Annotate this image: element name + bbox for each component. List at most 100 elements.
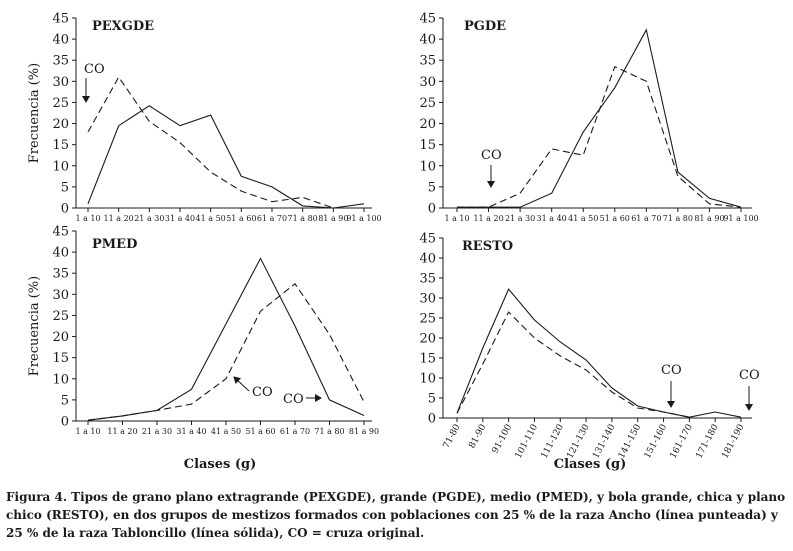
y-tick-label: 25 [52, 96, 69, 111]
x-tick-label: 91 a 100 [346, 214, 381, 223]
y-tick-label: 35 [419, 272, 436, 287]
x-tick-label: 31 a 40 [537, 214, 567, 223]
y-tick-label: 30 [52, 288, 69, 303]
y-tick-label: 25 [419, 96, 436, 111]
y-tick-label: 30 [52, 75, 69, 90]
chart-panel-resto: 0 5 10 15 20 25 30 35 40 45 71-80 81-90 91-100 101-11… [419, 232, 759, 461]
y-axis-label: Frecuencia (%) [27, 276, 42, 376]
y-tick-label: 0 [61, 415, 69, 430]
y-tick-label: 0 [428, 202, 436, 217]
y-tick-label: 40 [52, 33, 69, 48]
x-tick-label: 81 a 90 [318, 214, 348, 223]
y-tick-label: 40 [419, 33, 436, 48]
x-tick-label: 121-130 [565, 422, 592, 460]
x-tick-label: 11 a 20 [104, 214, 134, 223]
y-tick-label: 40 [419, 252, 436, 267]
y-tick-label: 5 [61, 393, 69, 408]
panel-title: PMED [92, 237, 137, 252]
y-tick-label: 0 [61, 202, 69, 217]
x-tick-label: 81-90 [467, 422, 488, 450]
x-axis-label-left: Clases (g) [184, 457, 257, 472]
y-tick-label: 45 [52, 225, 69, 240]
x-tick-label: 21 a 30 [505, 214, 535, 223]
x-tick-label: 51 a 60 [245, 427, 275, 436]
figure-caption: Figura 4. Tipos de grano plano extragran… [6, 490, 786, 540]
x-tick-label: 11 a 20 [107, 427, 137, 436]
y-tick-label: 20 [419, 117, 436, 132]
x-tick-label: 31 a 40 [176, 427, 206, 436]
series-line-dashed [87, 76, 334, 209]
annotation-co-arrow [233, 376, 250, 392]
x-tick-label: 61 a 70 [257, 214, 287, 223]
y-tick-label: 35 [52, 54, 69, 69]
x-tick-label: 61 a 70 [631, 214, 661, 223]
chart-panel-pmed: 0 5 10 15 20 25 30 35 40 45 1 a 10 11 a 20 21 a 30 31… [27, 225, 379, 437]
x-tick-label: 41 a 50 [211, 427, 241, 436]
y-axis-label: Frecuencia (%) [27, 63, 42, 163]
y-tick-label: 20 [52, 330, 69, 345]
y-tick-label: 35 [419, 54, 436, 69]
y-tick-label: 5 [428, 392, 436, 407]
y-tick-label: 15 [419, 138, 436, 153]
y-tick-label: 15 [52, 351, 69, 366]
x-tick-label: 31 a 40 [165, 214, 195, 223]
x-tick-label: 111-120 [540, 422, 567, 460]
x-tick-label: 171-180 [694, 422, 721, 460]
y-tick-label: 5 [61, 180, 69, 195]
x-tick-label: 141-150 [617, 422, 644, 460]
x-tick-label: 71-80 [442, 422, 463, 450]
series-line-solid [87, 257, 365, 421]
y-tick-label: 45 [419, 12, 436, 27]
x-axis-label-right: Clases (g) [554, 457, 627, 472]
y-tick-label: 20 [52, 117, 69, 132]
y-tick-label: 40 [52, 246, 69, 261]
y-tick-label: 15 [52, 138, 69, 153]
x-tick-label: 151-160 [643, 422, 670, 460]
x-tick-label: 41 a 50 [568, 214, 598, 223]
x-tick-label: 21 a 30 [142, 427, 172, 436]
y-tick-label: 30 [419, 75, 436, 90]
x-tick-label: 51 a 60 [600, 214, 630, 223]
y-tick-label: 10 [52, 159, 69, 174]
y-tick-label: 15 [419, 352, 436, 367]
y-tick-label: 5 [428, 180, 436, 195]
x-tick-label: 71 a 80 [288, 214, 318, 223]
x-tick-label: 1 a 10 [75, 427, 100, 436]
x-tick-label: 131-140 [591, 422, 618, 460]
annotation-co-label: CO [739, 368, 760, 383]
y-tick-label: 25 [419, 312, 436, 327]
y-tick-label: 35 [52, 267, 69, 282]
chart-panel-pgde: 0 5 10 15 20 25 30 35 40 45 1 a 10 11 a 20 21 a 30 31… [419, 12, 758, 224]
series-line-solid [457, 28, 742, 208]
panel-title: PGDE [464, 19, 506, 34]
x-tick-label: 181-190 [720, 422, 747, 460]
y-tick-label: 45 [419, 232, 436, 247]
annotation-co-label: CO [84, 62, 105, 77]
x-tick-label: 11 a 20 [473, 214, 503, 223]
chart-panel-pexgde: 0 5 10 15 20 25 30 35 40 45 1 a 10 11 a 20 21 a 30 31… [27, 12, 382, 224]
panel-title: PEXGDE [92, 19, 154, 34]
x-tick-label: 61 a 70 [280, 427, 310, 436]
x-tick-label: 101-110 [514, 422, 541, 460]
x-tick-label: 21 a 30 [134, 214, 164, 223]
annotation-co-label: CO [283, 392, 304, 407]
series-line-solid [87, 105, 365, 209]
x-tick-label: 81 a 90 [349, 427, 379, 436]
x-tick-label: 91 a 100 [723, 214, 758, 223]
annotation-co-label: CO [661, 363, 682, 378]
panel-title: RESTO [462, 239, 513, 254]
x-tick-label: 51 a 60 [226, 214, 256, 223]
y-tick-label: 10 [419, 159, 436, 174]
x-tick-label: 1 a 10 [75, 214, 100, 223]
series-line-dashed [87, 283, 365, 421]
annotation-co-label: CO [252, 385, 273, 400]
x-tick-label: 1 a 10 [444, 214, 469, 223]
series-line-dashed [456, 311, 690, 418]
y-tick-label: 25 [52, 309, 69, 324]
x-tick-label: 71 a 80 [314, 427, 344, 436]
series-line-solid [456, 288, 742, 418]
y-tick-label: 20 [419, 332, 436, 347]
y-tick-label: 10 [52, 372, 69, 387]
y-tick-label: 10 [419, 372, 436, 387]
